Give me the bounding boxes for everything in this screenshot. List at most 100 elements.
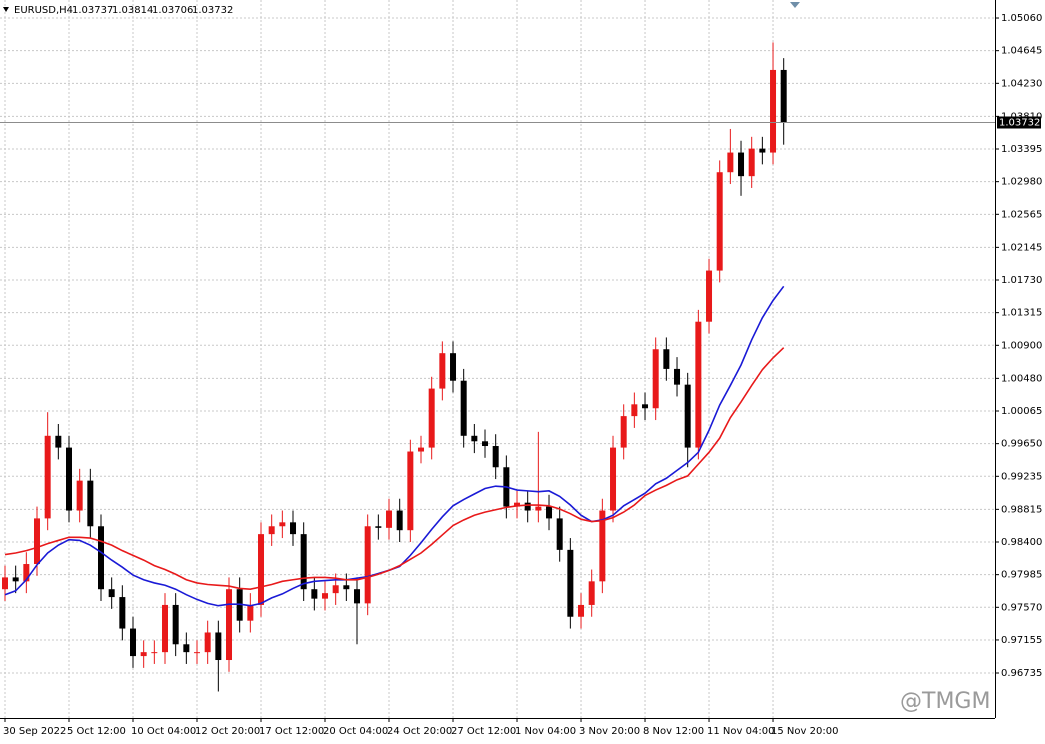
candle-body [108,589,115,598]
candle-body [652,349,659,409]
candle-body [343,585,350,590]
menu-arrow [3,7,9,12]
candle-body [738,152,745,177]
y-tick-label: 0.99235 [1001,471,1042,482]
candle-body [364,526,371,604]
candle-body [759,148,766,153]
candle-body [610,447,617,511]
candle-body [567,549,574,617]
candle-body [439,353,446,389]
y-tick-label: 1.01730 [1001,275,1042,286]
candle-body [268,526,275,535]
y-tick-label: 1.04645 [1001,46,1042,57]
candle-body [460,380,467,436]
candle-body [418,447,425,452]
y-tick-label: 1.00900 [1001,340,1042,351]
x-tick-label: 3 Nov 20:00 [579,726,640,737]
candle-body [258,534,265,605]
y-tick-label: 1.05060 [1001,13,1042,24]
candle-body [471,435,478,442]
candle-body [674,368,681,385]
y-tick-label: 1.00480 [1001,373,1042,384]
candle-body [204,632,211,653]
candle-body [66,447,73,511]
candle-body [290,522,297,535]
candle-body [599,510,606,582]
y-tick-label: 1.02565 [1001,209,1042,220]
y-tick-label: 0.97570 [1001,602,1042,613]
candle-body [482,441,489,447]
x-tick-label: 8 Nov 12:00 [643,726,704,737]
candle-body [375,526,382,528]
x-tick-label: 12 Oct 20:00 [195,726,260,737]
candle-body [748,148,755,177]
candle-body [663,349,670,369]
candle-body [215,632,222,661]
candle-body [194,652,201,654]
candle-body [492,446,499,468]
candle-body [642,404,649,409]
candle-body [556,518,563,550]
candle-body [300,534,307,590]
candle-body [684,384,691,448]
candle-body [354,589,361,604]
x-tick-label: 10 Oct 04:00 [131,726,196,737]
candle-body [407,451,414,531]
header-value: 1.03814 [112,5,153,16]
x-tick-label: 15 Nov 20:00 [771,726,838,737]
candle-body [119,597,126,629]
moving-average-line [4,347,785,591]
candle-body [332,585,339,594]
header-value: 1.03732 [192,5,233,16]
candle-body [172,604,179,645]
candle-body [247,604,254,621]
candle-body [780,69,787,123]
candle-body [34,518,41,565]
candle-body [727,152,734,173]
watermark: @TMGM [900,689,990,714]
y-tick-label: 0.97155 [1001,635,1042,646]
current-price-box [997,116,1041,129]
y-tick-label: 1.01315 [1001,308,1042,319]
y-tick-label: 0.99650 [1001,439,1042,450]
candle-body [279,522,286,527]
candle-body [322,593,329,599]
x-tick-label: 24 Oct 20:00 [387,726,452,737]
candle-body [578,604,585,617]
candle-body [151,652,158,654]
candle-body [546,506,553,519]
symbol-title: EURUSD,H4 [14,5,73,16]
x-tick-label: 5 Oct 12:00 [67,726,126,737]
x-tick-label: 20 Oct 04:00 [323,726,388,737]
candle-body [770,69,777,153]
header-value: 1.03737 [72,5,113,16]
y-tick-label: 1.02145 [1001,242,1042,253]
candle-body [140,652,147,657]
candle-body [588,581,595,605]
candle-body [44,435,51,519]
candle-body [87,480,94,527]
candle-body [311,589,318,599]
x-tick-label: 27 Oct 12:00 [451,726,516,737]
x-tick-label: 1 Nov 04:00 [515,726,576,737]
candle-body [450,353,457,381]
candle-body [524,502,531,511]
candle-body [428,388,435,448]
y-tick-label: 0.96735 [1001,668,1042,679]
candle-body [98,526,105,590]
y-tick-label: 0.97985 [1001,570,1042,581]
candle-body [631,404,638,417]
candle-body [130,628,137,657]
candle-body [23,564,30,582]
candle-body [620,416,627,448]
candle-body [183,644,190,653]
y-tick-label: 1.00065 [1001,406,1042,417]
candle-body [535,506,542,511]
header-value: 1.03706 [152,5,193,16]
candle-body [386,510,393,528]
candle-body [706,270,713,322]
candle-body [716,172,723,271]
